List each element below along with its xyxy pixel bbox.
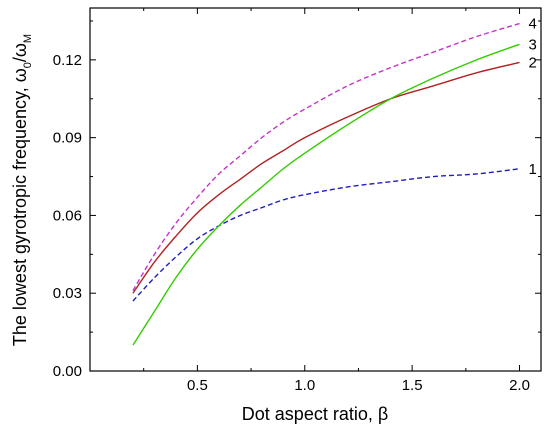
series-label-1: 1 [529,161,537,178]
x-tick-label: 1.0 [294,377,315,394]
series-line-4 [132,22,520,291]
series-line-3 [132,43,520,346]
axis-ticks [90,8,541,372]
x-tick-label: 2.0 [509,377,530,394]
y-tick-label: 0.06 [53,207,82,224]
x-tick-label: 1.5 [402,377,423,394]
series-label-2: 2 [529,54,537,71]
plot-frame [89,7,542,372]
series-label-4: 4 [529,16,537,33]
series-label-3: 3 [529,36,537,53]
y-axis-title: The lowest gyrotropic frequency, ω0/ωM [10,34,34,346]
plot-lines [132,22,520,346]
y-tick-label: 0.00 [53,363,82,380]
y-axis-title-sub1: 0 [22,62,34,68]
series-line-1 [132,168,520,302]
x-axis-title: Dot aspect ratio, β [242,404,388,424]
y-tick-label: 0.12 [53,52,82,69]
y-tick-label: 0.09 [53,130,82,147]
y-tick-label: 0.03 [53,285,82,302]
series-line-2 [132,61,520,294]
y-axis-title-sub2: M [22,34,34,43]
y-axis-title-slash: /ω [10,43,30,62]
series-labels: 1 23 4 [529,16,537,178]
x-tick-label: 0.5 [187,377,208,394]
y-axis-title-main: The lowest gyrotropic frequency, ω [10,68,30,346]
tick-labels: 0.5 1.0 1.5 2.0 0.00 0.03 0.06 0.09 0.12 [53,52,530,394]
